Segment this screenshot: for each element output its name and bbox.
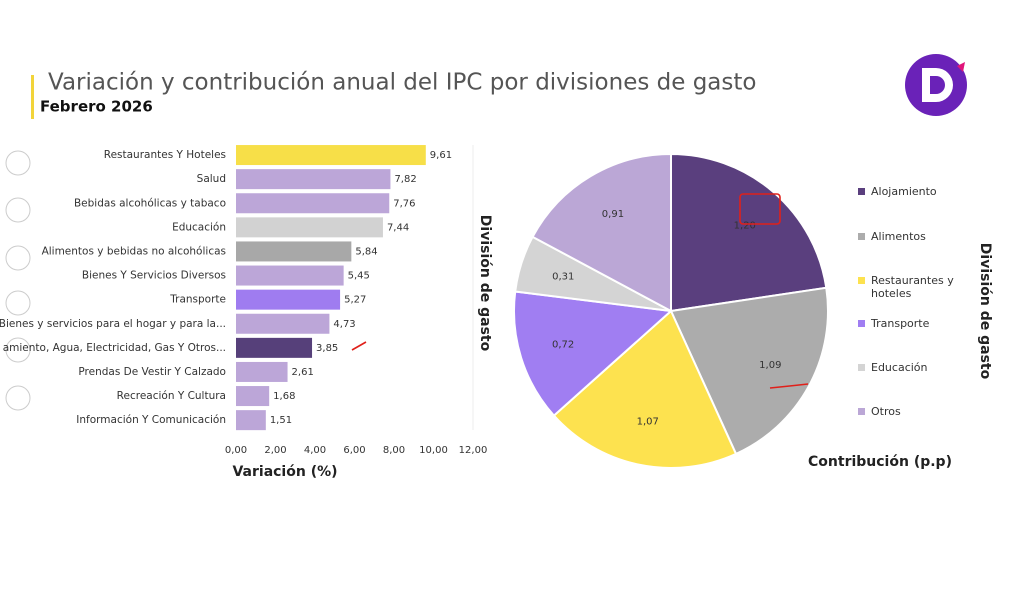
annotations — [351, 193, 809, 389]
data-label: 1,20 — [734, 220, 756, 231]
legend-label: Restaurantes y hoteles — [871, 274, 954, 300]
y-tick-label: Bebidas alcohólicas y tabaco — [74, 197, 226, 209]
data-label: 1,09 — [759, 360, 781, 371]
data-label: 1,51 — [270, 415, 292, 426]
bar — [236, 169, 391, 190]
data-label: 1,07 — [637, 417, 659, 428]
y-tick-label: amiento, Agua, Electricidad, Gas Y Otros… — [3, 342, 226, 354]
legend-item: Educación — [858, 361, 958, 374]
bar — [236, 193, 390, 214]
legend-item: Alimentos — [858, 230, 958, 243]
y-tick-label: Salud — [197, 173, 226, 185]
x-tick-label: 2,00 — [264, 445, 286, 456]
x-tick-label: 12,00 — [459, 445, 488, 456]
bar — [236, 217, 383, 238]
y-tick-label: Bienes y servicios para el hogar y para … — [0, 318, 226, 330]
y-tick-label: Educación — [172, 221, 226, 233]
legend-swatch — [858, 188, 865, 195]
data-label: 7,44 — [387, 222, 409, 233]
bar — [236, 386, 270, 407]
data-label: 5,27 — [344, 295, 366, 306]
y-tick-label: Restaurantes Y Hoteles — [104, 149, 226, 161]
pie-slice — [531, 152, 672, 313]
legend-label: Alimentos — [871, 230, 926, 243]
bar — [236, 265, 344, 286]
y-tick-label: Información Y Comunicación — [76, 414, 226, 426]
legend-label: Alojamiento — [871, 185, 937, 198]
data-label: 3,85 — [316, 343, 338, 354]
legend-title: División de gasto — [977, 243, 993, 380]
legend-swatch — [858, 320, 865, 327]
legend-item: Restaurantes y hoteles — [858, 274, 958, 300]
data-label: 5,45 — [348, 271, 370, 282]
y-tick-label: Bienes Y Servicios Diversos — [82, 270, 226, 282]
bar — [236, 289, 341, 310]
data-label: 9,61 — [430, 150, 452, 161]
pie-axis-title: Contribución (p.p) — [808, 454, 952, 470]
bar — [236, 410, 266, 431]
bar — [236, 361, 288, 382]
legend-swatch — [858, 364, 865, 371]
logo — [905, 54, 967, 116]
pie-slice — [552, 309, 738, 469]
y-axis-title: División de gasto — [477, 215, 493, 352]
x-tick-label: 0,00 — [225, 445, 247, 456]
y-tick-label: Prendas De Vestir Y Calzado — [78, 366, 226, 378]
legend-item: Otros — [858, 405, 958, 418]
title: Variación y contribución anual del IPC p… — [48, 70, 756, 96]
data-label: 0,31 — [552, 272, 574, 283]
legend-swatch — [858, 233, 865, 240]
x-tick-label: 4,00 — [304, 445, 326, 456]
legend-label: Educación — [871, 361, 928, 374]
bar — [236, 241, 352, 262]
data-label: 4,73 — [333, 319, 355, 330]
data-label: 0,72 — [552, 340, 574, 351]
data-label: 1,68 — [273, 391, 295, 402]
data-label: 2,61 — [292, 367, 314, 378]
bar — [236, 337, 313, 358]
x-tick-label: 10,00 — [419, 445, 448, 456]
subtitle: Febrero 2026 — [40, 98, 153, 116]
pie-slice — [670, 152, 828, 313]
data-label: 7,76 — [393, 198, 415, 209]
title-accent — [31, 75, 34, 119]
x-tick-label: 6,00 — [343, 445, 365, 456]
data-label: 5,84 — [355, 246, 377, 257]
legend-item: Alojamiento — [858, 185, 958, 198]
x-axis-title: Variación (%) — [232, 464, 337, 480]
y-tick-label: Recreación Y Cultura — [117, 390, 226, 402]
legend-swatch — [858, 277, 865, 284]
legend-label: Transporte — [871, 317, 930, 330]
bar — [236, 313, 330, 334]
side-icons — [5, 150, 31, 411]
legend-label: Otros — [871, 405, 901, 418]
data-label: 7,82 — [394, 174, 416, 185]
x-tick-label: 8,00 — [383, 445, 405, 456]
pie-slice — [669, 286, 829, 456]
pie-slice — [513, 290, 674, 418]
y-tick-label: Alimentos y bebidas no alcohólicas — [42, 245, 226, 257]
data-label: 0,91 — [602, 209, 624, 220]
bar — [236, 145, 426, 166]
legend-item: Transporte — [858, 317, 958, 330]
legend-swatch — [858, 408, 865, 415]
y-tick-label: Transporte — [169, 294, 226, 306]
